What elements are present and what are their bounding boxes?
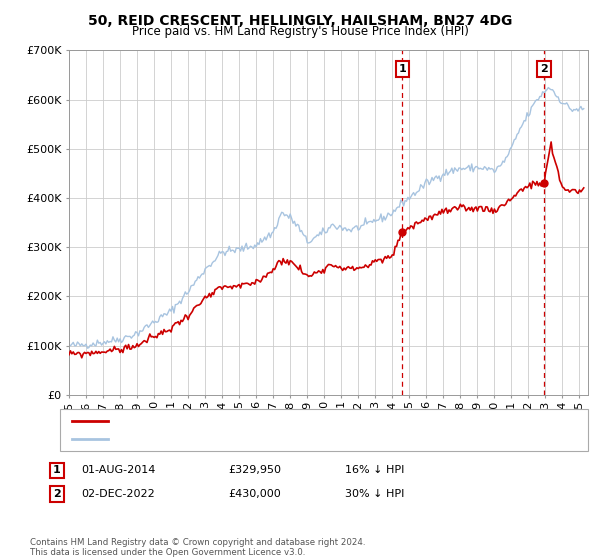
Text: 50, REID CRESCENT, HELLINGLY, HAILSHAM, BN27 4DG (detached house): 50, REID CRESCENT, HELLINGLY, HAILSHAM, … — [114, 416, 495, 426]
Text: £329,950: £329,950 — [228, 465, 281, 475]
Text: 30% ↓ HPI: 30% ↓ HPI — [345, 489, 404, 499]
Text: 1: 1 — [53, 465, 61, 475]
Text: 02-DEC-2022: 02-DEC-2022 — [81, 489, 155, 499]
Text: Contains HM Land Registry data © Crown copyright and database right 2024.
This d: Contains HM Land Registry data © Crown c… — [30, 538, 365, 557]
Text: 50, REID CRESCENT, HELLINGLY, HAILSHAM, BN27 4DG: 50, REID CRESCENT, HELLINGLY, HAILSHAM, … — [88, 14, 512, 28]
Text: 01-AUG-2014: 01-AUG-2014 — [81, 465, 155, 475]
Text: 16% ↓ HPI: 16% ↓ HPI — [345, 465, 404, 475]
Text: 1: 1 — [398, 64, 406, 74]
Text: 2: 2 — [53, 489, 61, 499]
Text: 2: 2 — [540, 64, 548, 74]
Text: HPI: Average price, detached house, Wealden: HPI: Average price, detached house, Weal… — [114, 434, 352, 444]
Text: Price paid vs. HM Land Registry's House Price Index (HPI): Price paid vs. HM Land Registry's House … — [131, 25, 469, 38]
Text: £430,000: £430,000 — [228, 489, 281, 499]
